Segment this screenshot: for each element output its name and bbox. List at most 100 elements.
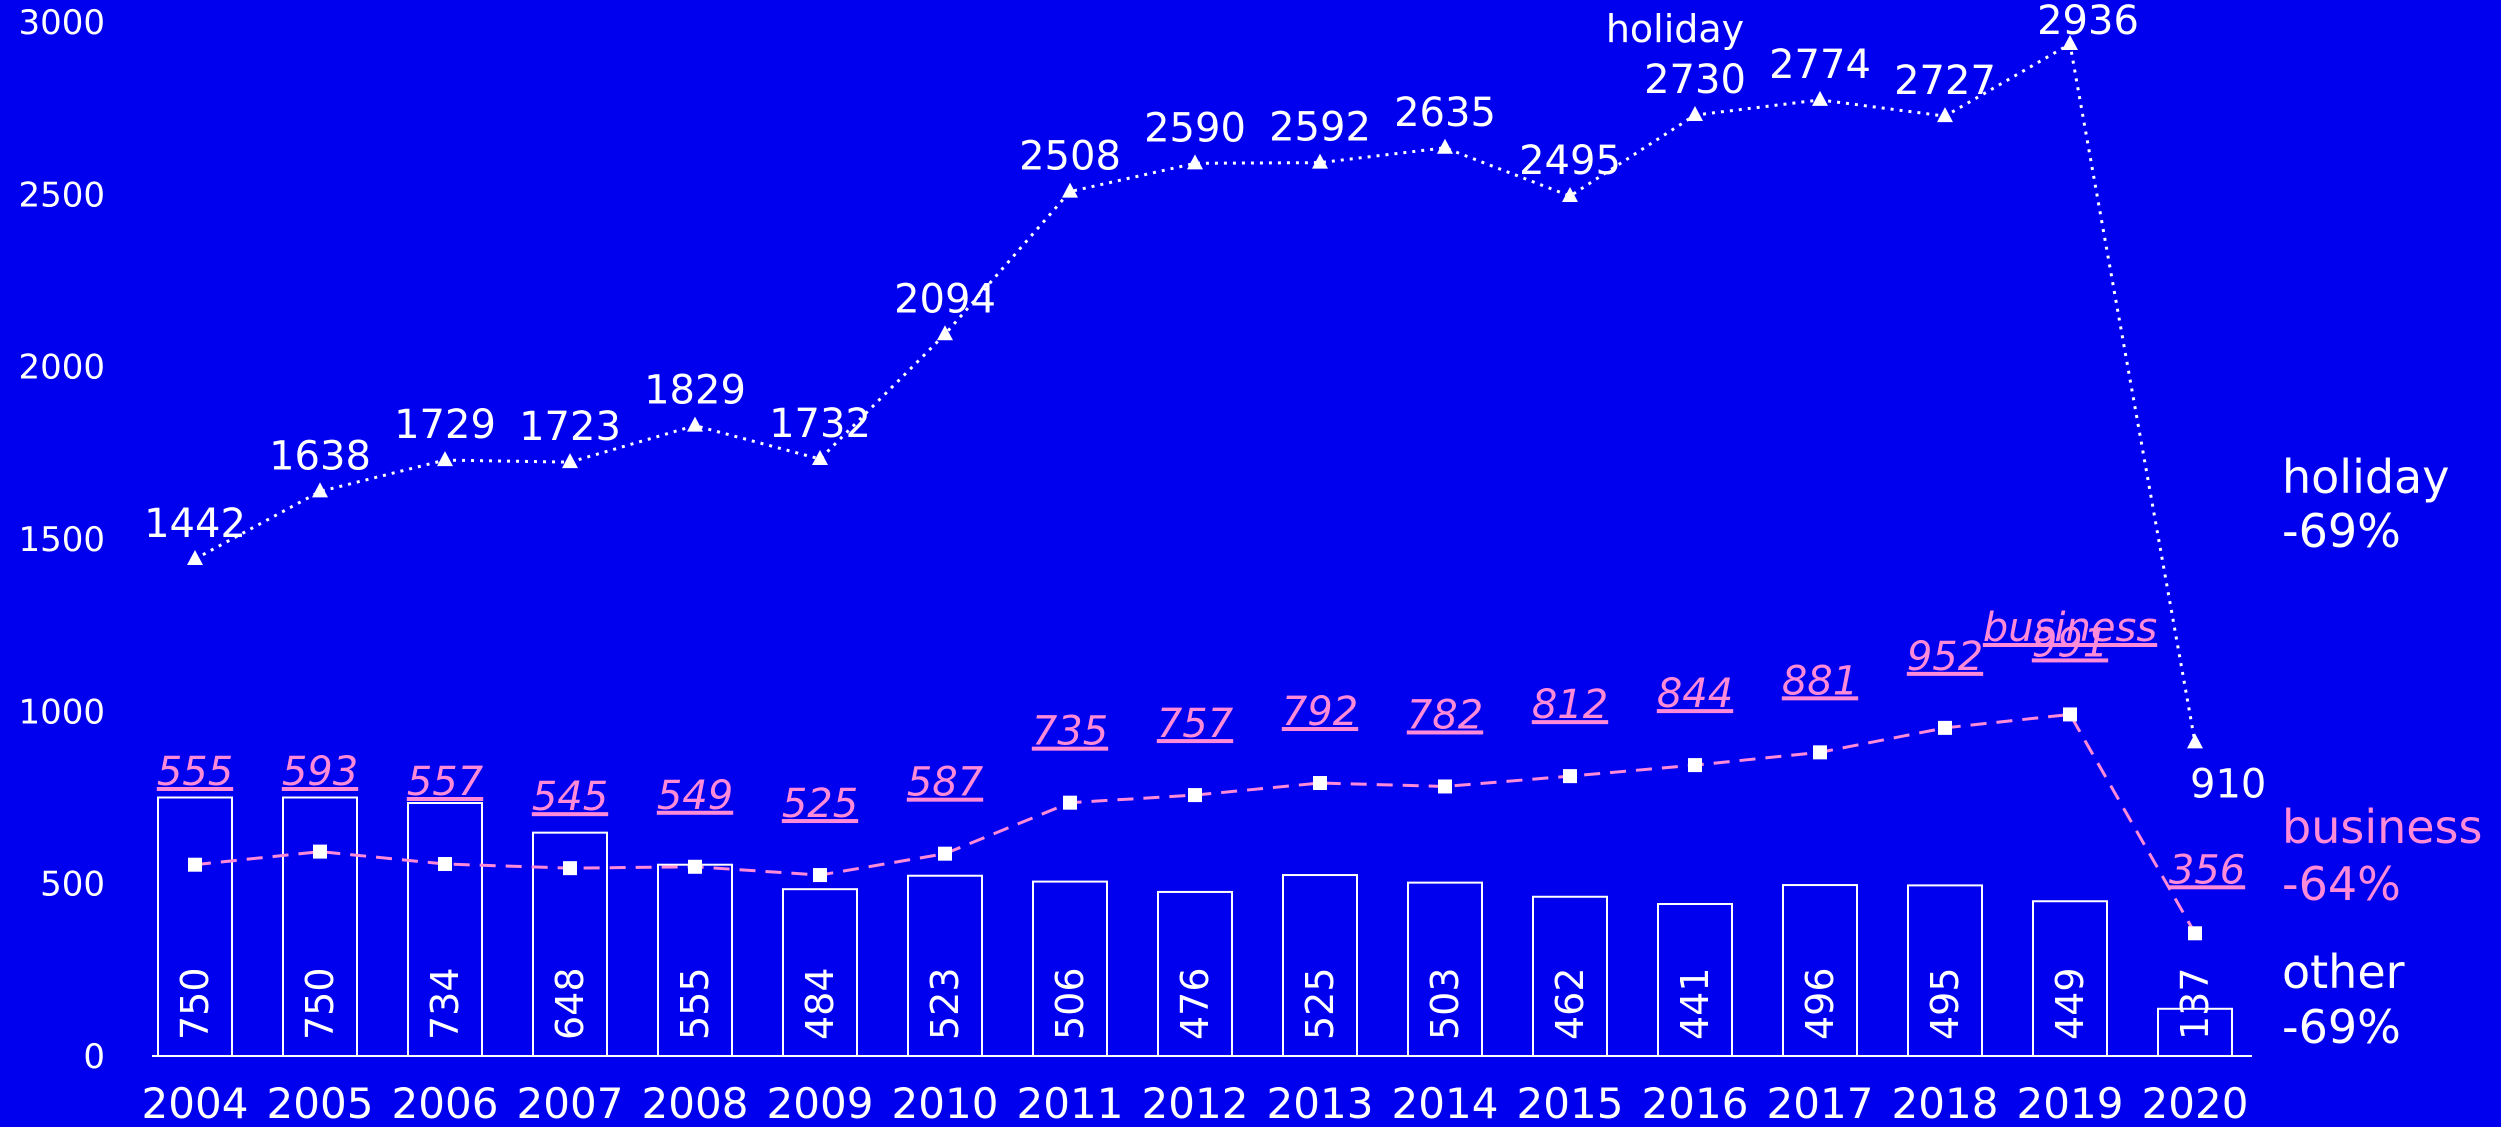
x-axis: 2004 2005 2006 2007 2008 2009 2010 2011 2012 2013…: [142, 1079, 2249, 1127]
y-tick-label: 2000: [18, 348, 105, 388]
business-value-label: 356: [2169, 847, 2245, 893]
other-value-label: 555: [673, 967, 717, 1040]
business-marker: [1313, 776, 1327, 791]
x-tick-label: 2013: [1267, 1079, 1374, 1127]
holiday-marker: [437, 451, 453, 467]
holiday-value-label: 2635: [1394, 90, 1496, 136]
other-value-label: 506: [1048, 967, 1092, 1040]
business-value-label: 757: [1157, 701, 1234, 747]
other-value-label: 484: [798, 967, 842, 1040]
holiday-value-label: 1729: [394, 402, 496, 448]
other-value-label: 137: [2173, 967, 2217, 1040]
end-label-holiday-change: -69%: [2282, 504, 2401, 558]
x-tick-label: 2004: [142, 1079, 249, 1127]
business-value-label: 555: [157, 749, 233, 795]
business-value-label: 549: [657, 773, 733, 819]
x-tick-label: 2009: [767, 1079, 874, 1127]
end-label-other-name: other: [2282, 945, 2405, 999]
other-value-label: 462: [1548, 967, 1592, 1040]
holiday-marker: [1062, 182, 1078, 198]
x-tick-label: 2015: [1517, 1079, 1624, 1127]
y-tick-label: 1000: [18, 692, 105, 732]
x-tick-label: 2020: [2142, 1079, 2249, 1127]
business-value-label: 525: [782, 781, 858, 827]
x-tick-label: 2012: [1142, 1079, 1249, 1127]
business-value-label: 792: [1282, 689, 1358, 735]
holiday-value-label: 2508: [1019, 134, 1121, 180]
business-annotation: business: [1983, 605, 2157, 651]
y-tick-label: 0: [83, 1037, 105, 1077]
other-value-label: 750: [173, 967, 217, 1040]
end-label-other-change: -69%: [2282, 1000, 2401, 1054]
x-tick-label: 2011: [1017, 1079, 1124, 1127]
business-value-label: 735: [1032, 709, 1108, 755]
business-marker: [813, 868, 827, 883]
holiday-value-label: 2936: [2037, 0, 2139, 44]
holiday-marker: [1562, 187, 1578, 203]
y-tick-label: 500: [40, 865, 105, 905]
holiday-marker: [1312, 153, 1328, 169]
business-value-label: 991: [2032, 620, 2108, 666]
business-marker: [2188, 926, 2202, 941]
holiday-value-label: 1723: [519, 404, 621, 450]
end-label-business-name: business: [2282, 800, 2483, 854]
business-value-label: 587: [907, 760, 984, 806]
holiday-marker: [1187, 154, 1203, 170]
business-marker: [1688, 758, 1702, 773]
holiday-value-label: 2592: [1269, 105, 1371, 151]
holiday-value-label: 1638: [269, 433, 371, 479]
business-marker: [1438, 779, 1452, 794]
business-value-label: 557: [407, 759, 484, 805]
business-marker: [938, 846, 952, 861]
business-value-label: 782: [1407, 692, 1483, 738]
holiday-marker: [2187, 733, 2203, 749]
holiday-value-label: 2730: [1644, 57, 1746, 103]
holiday-marker: [312, 482, 328, 498]
other-value-label: 750: [298, 967, 342, 1040]
business-marker: [2063, 707, 2077, 722]
holiday-marker: [1687, 106, 1703, 122]
business-value-label: 545: [532, 774, 608, 820]
end-label-holiday-name: holiday: [2282, 450, 2449, 504]
other-value-label: 441: [1673, 967, 1717, 1040]
business-marker: [438, 857, 452, 872]
business-marker: [1563, 769, 1577, 784]
y-tick-label: 1500: [18, 520, 105, 560]
other-value-label: 525: [1298, 967, 1342, 1040]
business-value-label: 881: [1782, 658, 1858, 704]
y-tick-label: 3000: [18, 3, 105, 43]
business-marker: [688, 859, 702, 874]
x-tick-label: 2019: [2017, 1079, 2124, 1127]
business-marker: [1063, 795, 1077, 810]
other-value-label: 648: [548, 967, 592, 1040]
other-value-label: 476: [1173, 967, 1217, 1040]
x-tick-label: 2010: [892, 1079, 999, 1127]
holiday-marker: [1937, 107, 1953, 123]
holiday-value-label: 2774: [1769, 42, 1871, 88]
holiday-marker: [2062, 35, 2078, 51]
x-tick-label: 2016: [1642, 1079, 1749, 1127]
business-series: 555 593 557 545 549 525 587 735 757 792 782 812 844 8…: [157, 605, 2245, 941]
holiday-value-label: 2727: [1894, 58, 1996, 104]
x-tick-label: 2008: [642, 1079, 749, 1127]
holiday-annotation: holiday: [1606, 7, 1744, 51]
y-axis: 0 500 1000 1500 2000 2500 3000: [18, 3, 105, 1077]
x-tick-label: 2007: [517, 1079, 624, 1127]
holiday-marker: [562, 453, 578, 469]
holiday-value-label: 2590: [1144, 105, 1246, 151]
business-marker: [313, 844, 327, 859]
holiday-value-label: 1442: [144, 501, 246, 547]
holiday-marker: [937, 325, 953, 341]
business-marker: [1813, 745, 1827, 760]
other-value-label: 496: [1798, 967, 1842, 1040]
holiday-value-label: 1732: [769, 401, 871, 447]
business-value-label: 844: [1657, 671, 1733, 717]
end-labels: holiday-69%business-64%other-69%: [2282, 450, 2483, 1054]
business-marker: [563, 861, 577, 876]
holiday-value-label: 2495: [1519, 138, 1621, 184]
x-tick-label: 2014: [1392, 1079, 1499, 1127]
x-tick-label: 2005: [267, 1079, 374, 1127]
holiday-value-label: 910: [2190, 761, 2266, 807]
x-tick-label: 2017: [1767, 1079, 1874, 1127]
